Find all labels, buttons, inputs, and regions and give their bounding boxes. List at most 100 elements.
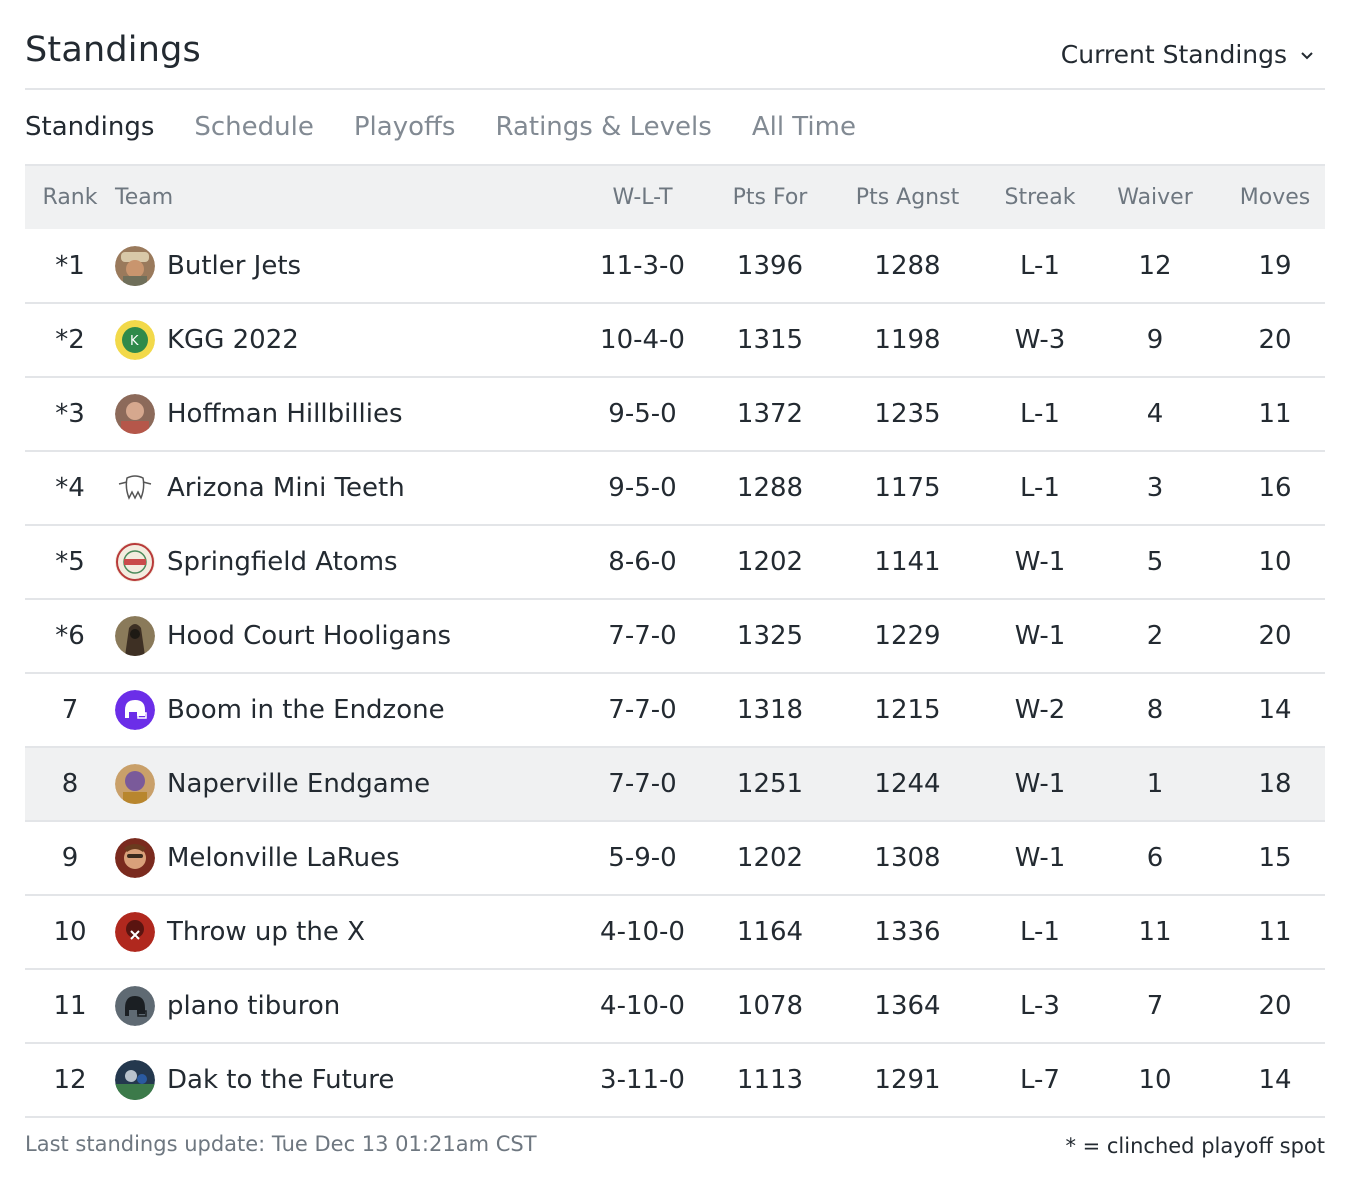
team-name-link[interactable]: Boom in the Endzone — [167, 695, 445, 725]
rank-cell: 8 — [61, 769, 79, 799]
moves-cell: 18 — [1258, 769, 1292, 799]
streak-cell: W-1 — [1014, 621, 1066, 651]
waiver-cell: 11 — [1138, 917, 1172, 947]
team-avatar-icon[interactable] — [115, 912, 155, 952]
tab-all-time[interactable]: All Time — [751, 112, 856, 142]
table-row: *5 Springfield Atoms 8-6-0 1202 1141 W-1… — [25, 525, 1325, 599]
col-pts-for[interactable]: Pts For — [732, 185, 808, 210]
tab-bar: Standings Schedule Playoffs Ratings & Le… — [25, 90, 1325, 166]
wlt-cell: 9-5-0 — [608, 473, 677, 503]
pts-for-cell: 1325 — [736, 621, 804, 651]
pts-for-cell: 1318 — [736, 695, 804, 725]
waiver-cell: 5 — [1146, 547, 1164, 577]
moves-cell: 20 — [1258, 621, 1292, 651]
team-name-link[interactable]: Throw up the X — [167, 917, 365, 947]
team-avatar-icon[interactable] — [115, 542, 155, 582]
waiver-cell: 1 — [1146, 769, 1164, 799]
streak-cell: W-1 — [1014, 769, 1066, 799]
waiver-cell: 3 — [1146, 473, 1164, 503]
current-standings-dropdown[interactable]: Current Standings — [1061, 40, 1315, 69]
wlt-cell: 5-9-0 — [608, 843, 677, 873]
table-row: *2 K KGG 2022 10-4-0 1315 1198 W-3 9 20 — [25, 303, 1325, 377]
col-moves[interactable]: Moves — [1239, 185, 1311, 210]
chevron-down-icon — [1301, 51, 1313, 59]
last-update-text: Last standings update: Tue Dec 13 01:21a… — [25, 1132, 537, 1156]
moves-cell: 16 — [1258, 473, 1292, 503]
tab-playoffs[interactable]: Playoffs — [353, 112, 456, 142]
team-avatar-icon[interactable]: K — [115, 320, 155, 360]
col-waiver[interactable]: Waiver — [1117, 185, 1193, 210]
pts-agnst-cell: 1288 — [874, 250, 941, 281]
col-streak[interactable]: Streak — [1004, 185, 1076, 210]
team-avatar-icon[interactable] — [115, 468, 155, 508]
rank-cell: 9 — [61, 843, 79, 873]
pts-agnst-cell: 1141 — [874, 547, 941, 577]
clinched-legend: * = clinched playoff spot — [1065, 1134, 1325, 1158]
rank-cell: 11 — [53, 991, 87, 1021]
streak-cell: W-1 — [1014, 547, 1066, 577]
rank-cell: *5 — [55, 547, 85, 577]
wlt-cell: 8-6-0 — [608, 547, 677, 577]
team-name-link[interactable]: plano tiburon — [167, 991, 341, 1021]
col-rank[interactable]: Rank — [42, 185, 98, 210]
streak-cell: L-1 — [1020, 917, 1060, 947]
table-row: 7 Boom in the Endzone 7-7-0 1318 1215 W-… — [25, 673, 1325, 747]
waiver-cell: 10 — [1138, 1065, 1172, 1095]
table-row: 11 plano tiburon 4-10-0 1078 1364 L-3 7 … — [25, 969, 1325, 1043]
rank-cell: *6 — [55, 621, 85, 651]
page-header: Standings Current Standings — [25, 0, 1325, 90]
streak-cell: W-3 — [1014, 325, 1066, 355]
team-name-link[interactable]: KGG 2022 — [167, 325, 299, 355]
team-name-link[interactable]: Arizona Mini Teeth — [167, 473, 405, 503]
team-avatar-icon[interactable] — [115, 986, 155, 1026]
team-name-link[interactable]: Naperville Endgame — [167, 769, 431, 799]
page-title: Standings — [25, 30, 201, 70]
waiver-cell: 6 — [1146, 843, 1164, 873]
tab-ratings-levels[interactable]: Ratings & Levels — [495, 112, 712, 142]
team-avatar-icon[interactable] — [115, 690, 155, 730]
tab-schedule[interactable]: Schedule — [194, 112, 314, 142]
streak-cell: L-1 — [1020, 473, 1060, 503]
pts-agnst-cell: 1215 — [874, 695, 941, 725]
pts-agnst-cell: 1198 — [874, 325, 941, 355]
team-avatar-icon[interactable] — [115, 764, 155, 804]
wlt-cell: 3-11-0 — [600, 1065, 685, 1095]
team-avatar-icon[interactable] — [115, 616, 155, 656]
team-avatar-icon[interactable] — [115, 838, 155, 878]
moves-cell: 20 — [1258, 325, 1292, 355]
wlt-cell: 9-5-0 — [608, 399, 677, 429]
wlt-cell: 7-7-0 — [608, 695, 677, 725]
pts-for-cell: 1113 — [736, 1065, 804, 1095]
pts-for-cell: 1288 — [736, 473, 804, 503]
team-name-link[interactable]: Springfield Atoms — [167, 547, 398, 577]
streak-cell: L-1 — [1020, 250, 1060, 281]
team-name-link[interactable]: Hoffman Hillbillies — [167, 399, 403, 429]
pts-agnst-cell: 1235 — [874, 399, 941, 429]
team-avatar-icon[interactable] — [115, 394, 155, 434]
pts-agnst-cell: 1175 — [874, 473, 941, 503]
col-pts-agnst[interactable]: Pts Agnst — [855, 185, 960, 210]
team-name-link[interactable]: Hood Court Hooligans — [167, 621, 452, 651]
moves-cell: 19 — [1258, 250, 1292, 281]
team-avatar-icon[interactable] — [115, 1060, 155, 1100]
rank-cell: 10 — [53, 917, 87, 947]
moves-cell: 14 — [1258, 695, 1292, 725]
team-name-link[interactable]: Butler Jets — [167, 250, 302, 281]
pts-for-cell: 1396 — [736, 250, 804, 281]
waiver-cell: 7 — [1146, 991, 1164, 1021]
pts-agnst-cell: 1291 — [874, 1065, 941, 1095]
tab-standings[interactable]: Standings — [25, 112, 155, 142]
team-name-link[interactable]: Dak to the Future — [167, 1065, 395, 1095]
wlt-cell: 11-3-0 — [600, 250, 685, 281]
streak-cell: L-3 — [1020, 991, 1060, 1021]
team-name-link[interactable]: Melonville LaRues — [167, 843, 400, 873]
pts-for-cell: 1372 — [736, 399, 804, 429]
pts-for-cell: 1164 — [736, 917, 804, 947]
wlt-cell: 7-7-0 — [608, 769, 677, 799]
pts-agnst-cell: 1244 — [874, 769, 941, 799]
col-team[interactable]: Team — [115, 185, 174, 210]
streak-cell: L-7 — [1020, 1065, 1060, 1095]
waiver-cell: 2 — [1146, 621, 1164, 651]
team-avatar-icon[interactable] — [115, 245, 155, 286]
col-wlt[interactable]: W-L-T — [612, 185, 673, 210]
